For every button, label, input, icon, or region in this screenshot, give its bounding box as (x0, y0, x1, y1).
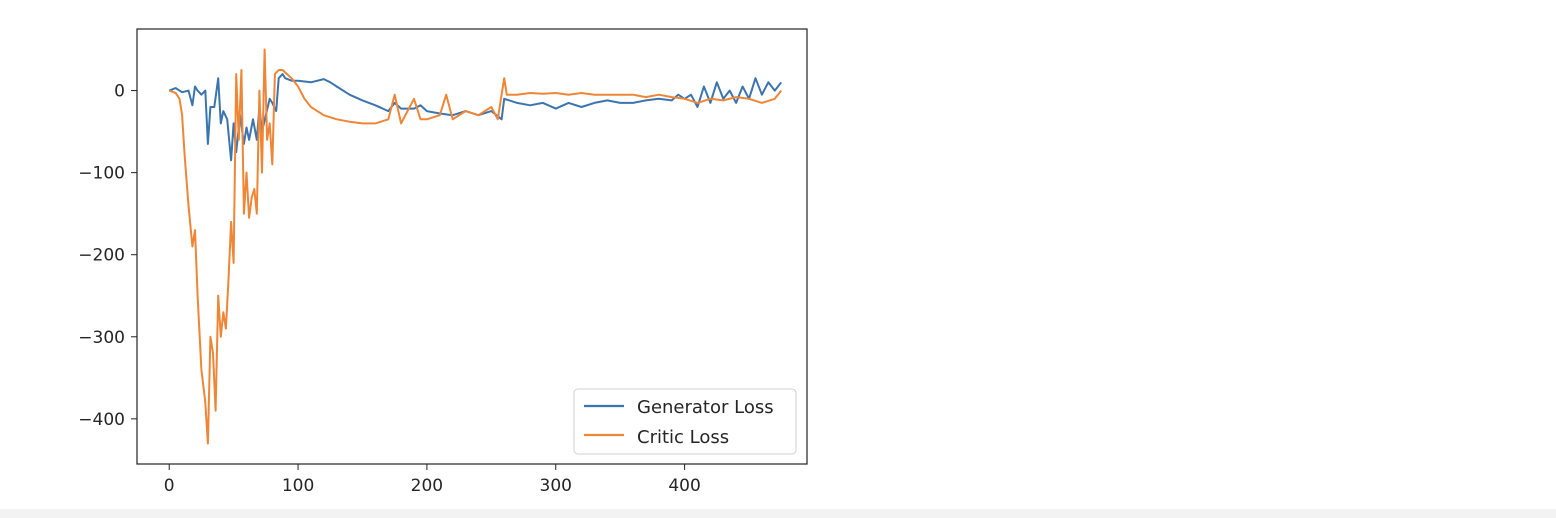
x-tick-label: 100 (282, 476, 314, 496)
y-tick-label: −100 (78, 164, 125, 184)
output-area-bottom-border (0, 509, 1556, 518)
y-axis: 0 −100 −200 −300 −400 (78, 82, 137, 430)
y-tick-label: −200 (78, 246, 125, 266)
plot-area-frame (136, 28, 808, 465)
y-tick-label: −300 (78, 328, 125, 348)
x-tick-label: 0 (164, 476, 175, 496)
series-line-generator-loss (168, 73, 782, 162)
x-tick-label: 400 (668, 476, 700, 496)
legend-box (573, 388, 797, 455)
legend-label-critic-loss: Critic Loss (637, 427, 729, 448)
y-tick-label: −400 (78, 410, 125, 430)
series-line-critic-loss (168, 48, 782, 445)
legend-label-generator-loss: Generator Loss (637, 397, 774, 418)
legend: Generator Loss Critic Loss (573, 388, 797, 455)
x-tick-label: 200 (411, 476, 443, 496)
series-layer (168, 48, 782, 445)
x-axis: 0 100 200 300 400 (164, 464, 701, 496)
y-tick-label: 0 (114, 82, 125, 102)
x-tick-label: 300 (540, 476, 572, 496)
